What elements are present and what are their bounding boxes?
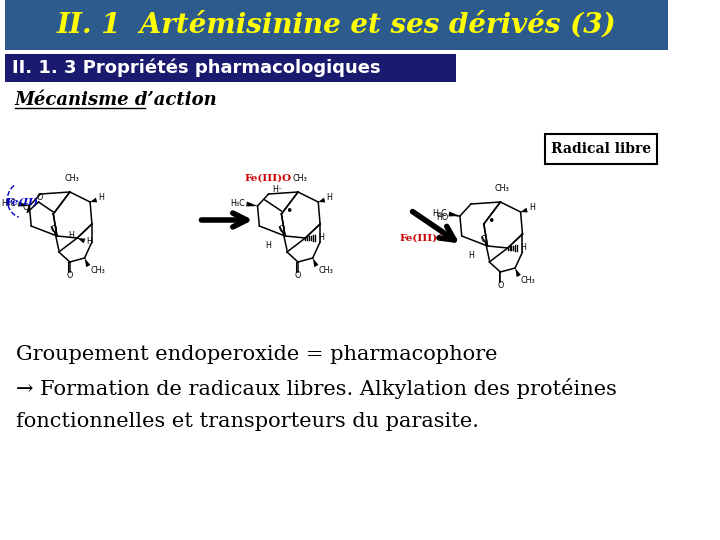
Text: H: H bbox=[99, 193, 104, 202]
Text: O: O bbox=[278, 226, 284, 234]
Text: H: H bbox=[468, 251, 474, 260]
Polygon shape bbox=[515, 268, 521, 277]
Text: O: O bbox=[294, 272, 301, 280]
Text: H: H bbox=[318, 233, 324, 242]
Text: H₃C: H₃C bbox=[230, 199, 245, 208]
Text: H₃C: H₃C bbox=[1, 199, 17, 208]
FancyBboxPatch shape bbox=[6, 54, 456, 82]
Polygon shape bbox=[18, 201, 30, 206]
Text: Fe(III)O: Fe(III)O bbox=[400, 233, 447, 242]
Polygon shape bbox=[318, 198, 325, 202]
Polygon shape bbox=[312, 258, 318, 267]
Text: H: H bbox=[266, 240, 271, 249]
Text: II. 1  Artémisinine et ses dérivés (3): II. 1 Artémisinine et ses dérivés (3) bbox=[57, 11, 616, 39]
Polygon shape bbox=[521, 207, 528, 212]
Text: Mécanisme d’action: Mécanisme d’action bbox=[14, 91, 217, 109]
Polygon shape bbox=[90, 198, 97, 202]
Text: Groupement endoperoxide = pharmacophore: Groupement endoperoxide = pharmacophore bbox=[17, 345, 498, 364]
Polygon shape bbox=[84, 258, 90, 267]
Text: H: H bbox=[86, 238, 92, 246]
Text: O: O bbox=[498, 281, 503, 291]
Text: H: H bbox=[521, 244, 526, 253]
Text: fonctionnelles et transporteurs du parasite.: fonctionnelles et transporteurs du paras… bbox=[17, 412, 480, 431]
Text: H₃C: H₃C bbox=[432, 210, 447, 219]
Text: CH₃: CH₃ bbox=[64, 174, 79, 183]
Polygon shape bbox=[449, 212, 460, 217]
Text: H: H bbox=[529, 204, 535, 213]
Text: Fe(II): Fe(II) bbox=[6, 198, 38, 206]
Text: CH₃: CH₃ bbox=[521, 276, 536, 285]
Text: CH₃: CH₃ bbox=[495, 184, 510, 193]
Text: Fe(III)O: Fe(III)O bbox=[245, 173, 292, 183]
Text: O: O bbox=[481, 235, 487, 245]
Text: → Formation de radicaux libres. Alkylation des protéines: → Formation de radicaux libres. Alkylati… bbox=[17, 378, 617, 399]
Text: H: H bbox=[68, 231, 74, 240]
Text: Radical libre: Radical libre bbox=[551, 142, 651, 156]
Text: O: O bbox=[36, 193, 42, 202]
Text: O: O bbox=[22, 202, 29, 212]
Polygon shape bbox=[246, 201, 258, 206]
Text: •: • bbox=[487, 215, 495, 228]
FancyBboxPatch shape bbox=[544, 134, 657, 164]
Text: O: O bbox=[67, 272, 73, 280]
Text: II. 1. 3 Propriétés pharmacologiques: II. 1. 3 Propriétés pharmacologiques bbox=[12, 59, 380, 77]
Text: CH₃: CH₃ bbox=[318, 266, 333, 275]
Text: CH₃: CH₃ bbox=[292, 174, 307, 183]
Polygon shape bbox=[77, 238, 86, 244]
Text: O: O bbox=[50, 226, 56, 234]
Text: •: • bbox=[285, 206, 292, 219]
Text: H: H bbox=[326, 193, 333, 202]
Text: HO: HO bbox=[436, 213, 449, 222]
Text: H⁻: H⁻ bbox=[273, 185, 283, 194]
Text: CH₃: CH₃ bbox=[90, 266, 105, 275]
FancyBboxPatch shape bbox=[6, 0, 668, 50]
